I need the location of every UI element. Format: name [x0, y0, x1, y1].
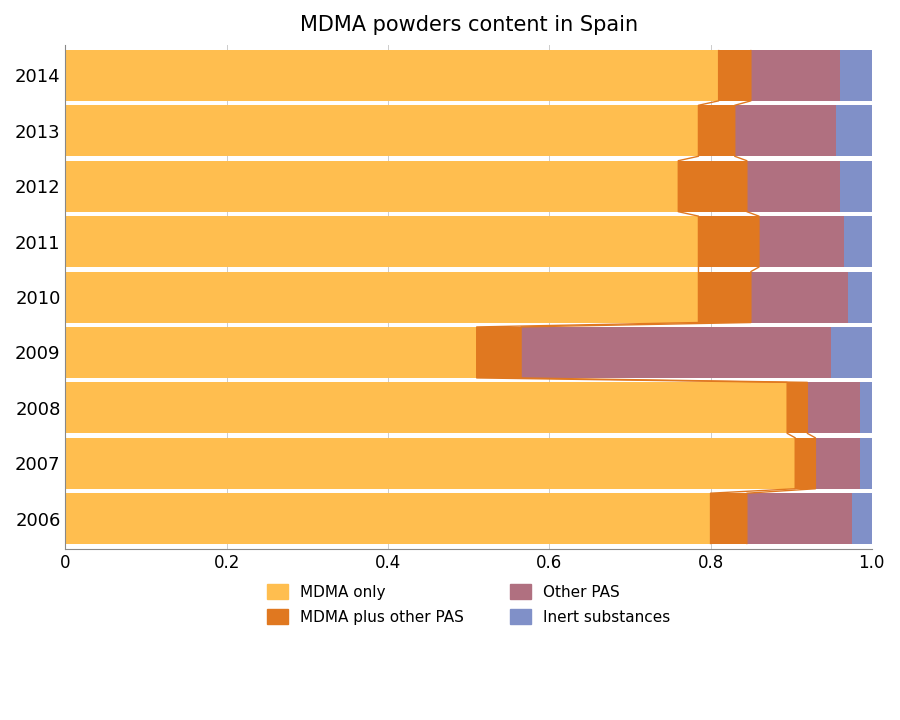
Bar — [66, 105, 698, 156]
Bar — [66, 493, 710, 544]
Bar — [860, 438, 872, 489]
Bar — [860, 382, 872, 433]
Bar — [679, 161, 747, 212]
Bar — [807, 382, 860, 433]
Bar — [851, 493, 872, 544]
Bar — [835, 105, 872, 156]
Legend: MDMA only, MDMA plus other PAS, Other PAS, Inert substances: MDMA only, MDMA plus other PAS, Other PA… — [266, 584, 670, 625]
Bar — [66, 382, 788, 433]
Bar — [747, 161, 840, 212]
Bar — [66, 327, 477, 378]
Bar — [796, 438, 815, 489]
Bar — [747, 493, 851, 544]
Bar — [815, 438, 859, 489]
Title: MDMA powders content in Spain: MDMA powders content in Spain — [300, 15, 638, 35]
Bar — [66, 50, 718, 101]
Bar — [832, 327, 872, 378]
Bar — [66, 438, 796, 489]
Bar — [843, 216, 872, 267]
Bar — [698, 105, 734, 156]
Bar — [840, 50, 872, 101]
Bar — [698, 216, 759, 267]
Bar — [477, 327, 521, 378]
Bar — [66, 216, 698, 267]
Bar — [751, 50, 840, 101]
Bar — [698, 271, 751, 323]
Bar — [759, 216, 843, 267]
Bar — [848, 271, 872, 323]
Bar — [751, 271, 848, 323]
Bar — [521, 327, 832, 378]
Bar — [718, 50, 751, 101]
Bar — [66, 271, 698, 323]
Bar — [710, 493, 747, 544]
Bar — [66, 161, 679, 212]
Bar — [788, 382, 807, 433]
Bar — [840, 161, 872, 212]
Bar — [734, 105, 835, 156]
